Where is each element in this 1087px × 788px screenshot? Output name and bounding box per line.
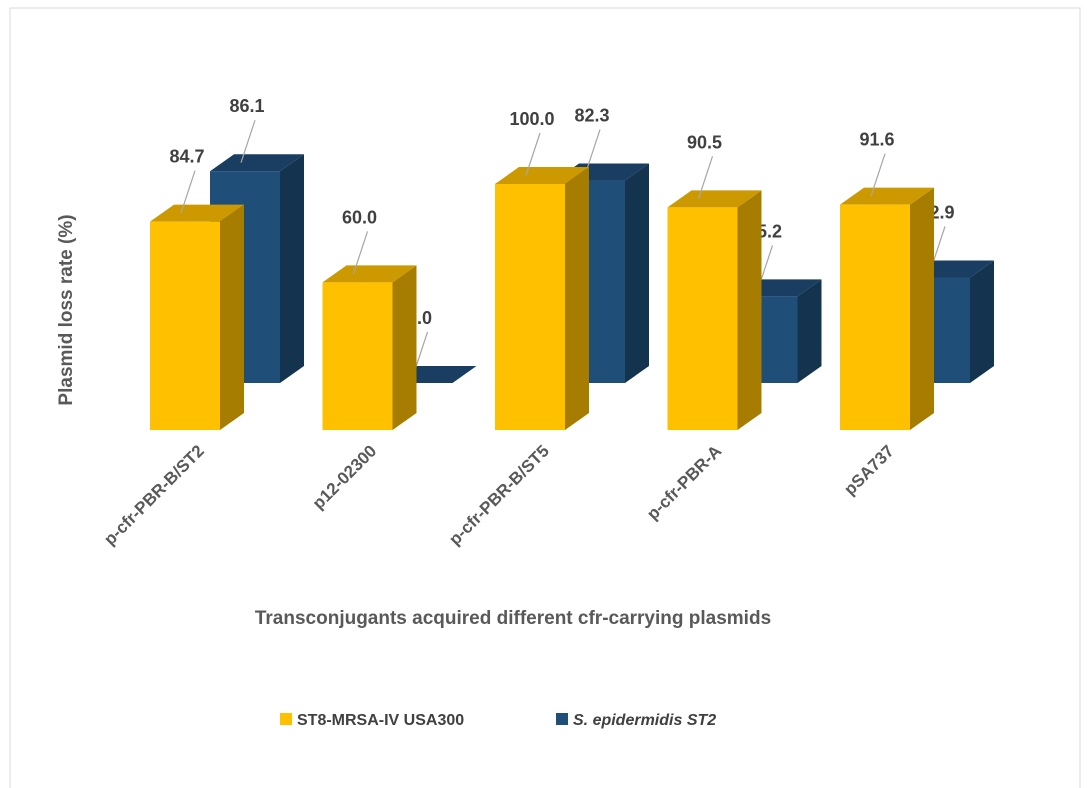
leader-line — [352, 231, 369, 275]
bar-side — [970, 260, 994, 383]
bar — [322, 265, 417, 430]
leader-line — [180, 170, 196, 214]
bar-side — [625, 163, 649, 383]
bar-front — [322, 282, 393, 430]
bar — [667, 190, 762, 430]
bar — [495, 167, 589, 430]
bar-top — [210, 154, 304, 172]
value-label: 86.1 — [229, 96, 264, 116]
x-tick-label: p12-02300 — [309, 441, 381, 513]
bar-top — [150, 204, 244, 222]
bar-front — [150, 221, 220, 430]
value-label: 90.5 — [687, 132, 722, 152]
leader-line — [240, 120, 256, 163]
bar-front — [840, 204, 910, 430]
leader-line — [525, 132, 541, 176]
leader-line — [870, 153, 886, 197]
bar-top — [667, 190, 762, 208]
value-label: 100.0 — [509, 109, 554, 129]
value-label: 60.0 — [342, 207, 377, 227]
bar-side — [392, 265, 417, 430]
bar-side — [797, 279, 822, 383]
bar-side — [220, 204, 244, 430]
leader-line — [697, 156, 714, 200]
chart-border — [9, 7, 1081, 788]
bar-top — [322, 265, 417, 283]
bar-top — [495, 167, 589, 184]
value-label: 82.3 — [574, 106, 609, 126]
legend-swatch — [280, 713, 292, 725]
x-tick-label: p-cfr-PBR-B/ST5 — [445, 441, 553, 549]
bar — [840, 187, 934, 430]
leader-line — [585, 129, 601, 173]
value-label: 84.7 — [169, 147, 204, 167]
x-tick-label: pSA737 — [840, 441, 898, 499]
x-tick-label: p-cfr-PBR-B/ST2 — [100, 441, 208, 549]
legend-label: S. epidermidis ST2 — [573, 712, 716, 729]
legend-swatch — [556, 713, 568, 725]
bar-side — [565, 167, 589, 430]
x-tick-label: p-cfr-PBR-A — [643, 441, 725, 523]
value-label: 91.6 — [859, 130, 894, 150]
bar-side — [737, 190, 762, 430]
bar-top — [840, 187, 934, 205]
x-axis-label: Transconjugants acquired different cfr-c… — [255, 608, 771, 629]
y-axis-label: Plasmid loss rate (%) — [56, 214, 77, 405]
bar-side — [910, 187, 934, 430]
bar-front — [667, 207, 738, 430]
bar-front — [495, 184, 565, 430]
legend-label: ST8-MRSA-IV USA300 — [297, 712, 464, 729]
bar-side — [280, 154, 304, 383]
bar — [150, 204, 244, 430]
